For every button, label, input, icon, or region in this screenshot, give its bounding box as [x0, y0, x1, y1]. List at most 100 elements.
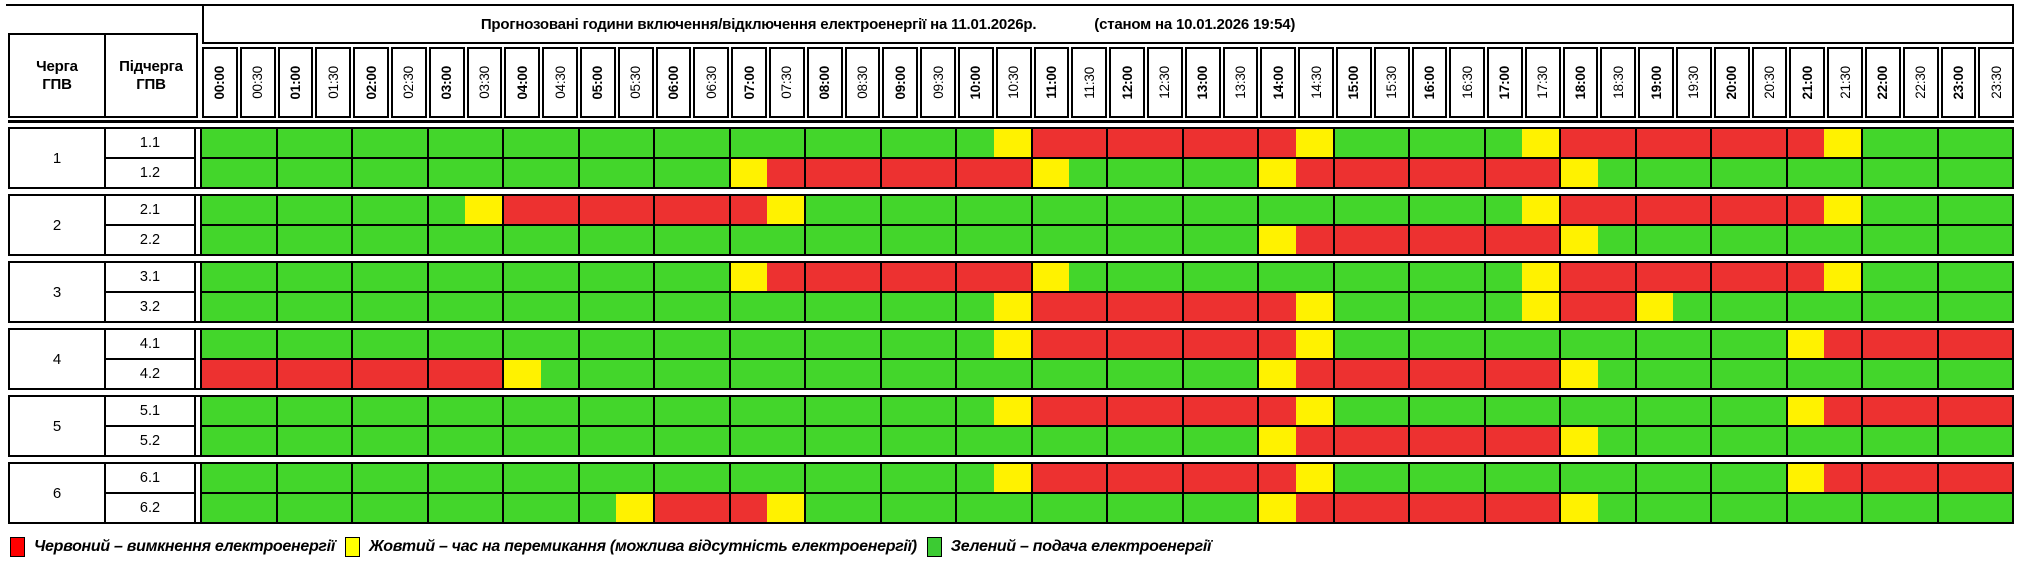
cell-1.2-19:30 [1673, 159, 1710, 187]
cell-6.1-19:30 [1673, 464, 1710, 492]
cell-1.2-23:30 [1975, 159, 2012, 187]
cell-2.2-05:00 [577, 226, 617, 254]
cell-1.1-19:00 [1634, 129, 1674, 157]
cell-1.2-06:00 [653, 159, 692, 187]
schedule-row-1.2 [202, 159, 2012, 187]
cell-2.2-18:30 [1597, 226, 1635, 254]
cell-3.1-17:00 [1483, 263, 1523, 291]
cell-6.1-13:30 [1220, 464, 1257, 492]
cell-3.1-20:00 [1710, 263, 1749, 291]
subqueue-labels-4: 4.1 4.2 [106, 330, 196, 388]
cell-5.1-23:30 [1975, 397, 2012, 425]
cell-3.2-01:00 [275, 293, 315, 321]
legend-label-red: Червоний – вимкнення електроенергії [34, 538, 335, 555]
cell-6.2-11:30 [1069, 494, 1106, 522]
cell-6.1-14:30 [1295, 464, 1333, 492]
cell-2.1-08:30 [842, 196, 880, 224]
cell-3.1-11:00 [1030, 263, 1070, 291]
cell-1.1-14:00 [1257, 129, 1296, 157]
time-label-02:00: 02:00 [353, 47, 389, 118]
cell-6.2-07:30 [767, 494, 804, 522]
cell-3.1-12:30 [1144, 263, 1182, 291]
cell-2.2-10:30 [993, 226, 1031, 254]
time-label-21:30: 21:30 [1827, 47, 1864, 118]
cell-4.2-08:00 [804, 360, 843, 388]
cell-2.2-06:00 [653, 226, 692, 254]
cell-5.1-21:00 [1785, 397, 1825, 425]
cell-5.2-13:30 [1220, 427, 1257, 455]
cell-4.1-04:00 [502, 330, 541, 358]
schedule-grid-2 [200, 196, 2012, 254]
cell-3.1-00:00 [202, 263, 239, 291]
cell-6.1-21:30 [1824, 464, 1861, 492]
cell-1.2-11:00 [1030, 159, 1070, 187]
cell-3.2-17:30 [1522, 293, 1559, 321]
table-title: Прогнозовані години включення/відключенн… [480, 15, 1037, 33]
cell-1.2-14:00 [1257, 159, 1296, 187]
cell-5.1-04:00 [502, 397, 541, 425]
cell-4.1-03:30 [465, 330, 502, 358]
cell-6.1-01:00 [275, 464, 315, 492]
time-label-13:00: 13:00 [1184, 47, 1221, 118]
cell-5.1-15:30 [1371, 397, 1408, 425]
cell-4.2-03:30 [465, 360, 502, 388]
cell-5.2-11:00 [1030, 427, 1070, 455]
cell-4.2-21:30 [1824, 360, 1861, 388]
schedule-row-3.1 [202, 263, 2012, 293]
subqueue-label-2.2: 2.2 [139, 232, 161, 248]
time-label-14:30: 14:30 [1298, 47, 1334, 118]
cell-3.2-10:00 [955, 293, 994, 321]
cell-5.2-20:00 [1710, 427, 1749, 455]
cell-3.1-09:30 [918, 263, 955, 291]
cell-2.2-16:30 [1446, 226, 1484, 254]
cell-5.1-22:30 [1899, 397, 1937, 425]
cell-1.1-03:00 [426, 129, 466, 157]
cell-1.1-07:00 [728, 129, 768, 157]
cell-1.1-06:00 [653, 129, 692, 157]
time-label-08:00: 08:00 [806, 47, 843, 118]
cell-1.2-04:30 [540, 159, 578, 187]
cell-4.1-05:30 [616, 330, 653, 358]
time-label-15:30: 15:30 [1373, 47, 1410, 118]
schedule-grid-3 [200, 263, 2012, 321]
cell-1.1-06:30 [691, 129, 729, 157]
cell-1.2-22:30 [1899, 159, 1937, 187]
cell-3.2-04:00 [502, 293, 541, 321]
cell-2.1-09:00 [879, 196, 919, 224]
cell-2.2-13:30 [1220, 226, 1257, 254]
subqueue-labels-5: 5.1 5.2 [106, 397, 196, 455]
cell-2.1-20:30 [1748, 196, 1786, 224]
cell-5.1-01:00 [275, 397, 315, 425]
schedule-groups: 1 1.1 1.2 2 2.1 2.2 3 3.1 3.2 4 4.1 4.2 5 5.1 5.2 6 6.1 6… [8, 127, 2014, 524]
cell-6.1-18:30 [1597, 464, 1635, 492]
cell-3.1-15:30 [1371, 263, 1408, 291]
time-label-23:30: 23:30 [1978, 47, 2015, 118]
subqueue-label-4.2: 4.2 [139, 366, 161, 382]
cell-4.2-15:00 [1332, 360, 1372, 388]
cell-3.2-23:00 [1936, 293, 1976, 321]
cell-4.1-09:30 [918, 330, 955, 358]
cell-3.2-09:30 [918, 293, 955, 321]
cell-6.1-02:30 [389, 464, 427, 492]
cell-5.1-15:00 [1332, 397, 1372, 425]
time-label-11:00: 11:00 [1033, 47, 1070, 118]
cell-5.2-14:30 [1295, 427, 1333, 455]
cell-5.1-20:30 [1748, 397, 1786, 425]
cell-4.1-02:00 [351, 330, 390, 358]
time-label-01:30: 01:30 [315, 47, 352, 118]
cell-4.1-19:30 [1673, 330, 1710, 358]
cell-6.1-19:00 [1634, 464, 1674, 492]
cell-2.2-02:00 [351, 226, 390, 254]
cell-2.1-23:00 [1936, 196, 1976, 224]
cell-6.1-16:30 [1446, 464, 1484, 492]
time-label-22:30: 22:30 [1902, 47, 1939, 118]
cell-3.2-20:00 [1710, 293, 1749, 321]
cell-3.1-01:30 [314, 263, 351, 291]
cell-3.2-19:00 [1634, 293, 1674, 321]
cell-6.1-22:30 [1899, 464, 1937, 492]
time-label-18:00: 18:00 [1562, 47, 1599, 118]
cell-2.1-05:30 [616, 196, 653, 224]
cell-5.1-22:00 [1861, 397, 1900, 425]
cell-3.2-05:30 [616, 293, 653, 321]
cell-5.2-12:00 [1106, 427, 1145, 455]
